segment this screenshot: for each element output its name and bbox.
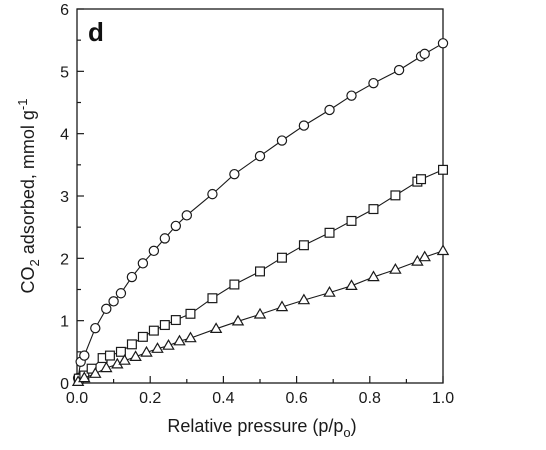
- square-point: [137, 331, 148, 342]
- circle-point: [181, 210, 192, 221]
- triangle-point: [253, 307, 267, 319]
- triangle-point: [231, 314, 245, 326]
- triangle-point: [389, 263, 402, 274]
- triangle-point: [184, 331, 197, 343]
- y-tick-label: 4: [60, 127, 69, 144]
- square-point: [324, 227, 335, 238]
- triangle-point: [118, 354, 131, 365]
- panel-label: d: [88, 17, 104, 47]
- circle-point: [90, 322, 101, 334]
- square-point: [346, 215, 357, 226]
- square-point: [390, 190, 401, 201]
- circle-point: [229, 168, 240, 180]
- y-tick-label: 0: [60, 376, 69, 393]
- y-tick-label: 2: [60, 251, 69, 268]
- square-point: [185, 308, 196, 319]
- y-tick-label: 3: [60, 189, 69, 206]
- circle-point: [148, 245, 160, 257]
- axis-ticks: 0.0 0.2 0.4 0.6 0.8 1.0 0 1 2 3 4 5 6: [60, 2, 454, 407]
- triangle-point: [100, 361, 113, 373]
- y-tick-label: 5: [60, 64, 69, 81]
- square-point: [170, 315, 181, 326]
- triangle-point: [129, 350, 142, 361]
- x-tick-label: 1.0: [432, 390, 454, 407]
- triangle-point: [78, 371, 91, 383]
- square-point: [126, 339, 137, 350]
- triangle-point: [173, 334, 186, 346]
- square-point: [159, 320, 170, 331]
- triangle-point: [323, 286, 336, 297]
- square-point: [115, 346, 126, 357]
- circle-point: [393, 64, 405, 76]
- circle-point: [108, 296, 119, 307]
- y-tick-label: 6: [60, 2, 69, 19]
- circle-point: [126, 271, 138, 283]
- square-point: [438, 164, 449, 175]
- square-point: [416, 174, 427, 185]
- square-point: [255, 266, 266, 277]
- triangle-point: [151, 342, 164, 353]
- y-axis-title: CO2 adsorbed, mmol g-1: [15, 99, 42, 294]
- circle-point: [346, 90, 357, 101]
- circle-point: [79, 350, 90, 361]
- triangle-point: [140, 345, 153, 357]
- circle-point: [437, 38, 449, 49]
- plot-frame: [76, 8, 444, 384]
- square-point: [207, 293, 218, 304]
- circle-point: [101, 303, 112, 315]
- x-axis-title: Relative pressure (p/po): [167, 416, 356, 440]
- circle-point: [276, 135, 288, 146]
- square-point: [276, 252, 287, 263]
- circle-series: [72, 38, 449, 384]
- triangle-point: [436, 244, 450, 256]
- triangle-point: [89, 367, 102, 378]
- circle-point: [159, 233, 171, 244]
- x-tick-label: 0.2: [139, 390, 161, 407]
- triangle-series: [71, 244, 450, 386]
- circle-point: [207, 188, 218, 200]
- square-point: [368, 204, 379, 215]
- triangle-point: [367, 270, 380, 282]
- x-tick-label: 0.8: [359, 390, 381, 407]
- data-series: [71, 38, 450, 386]
- circle-point: [324, 104, 335, 116]
- x-tick-label: 0.0: [66, 390, 88, 407]
- circle-point: [254, 150, 266, 162]
- circle-point: [298, 120, 310, 131]
- triangle-point: [418, 250, 431, 262]
- circle-point: [137, 258, 149, 269]
- triangle-point: [275, 300, 289, 312]
- triangle-point: [209, 322, 223, 333]
- x-tick-label: 0.6: [285, 390, 307, 407]
- triangle-point: [345, 279, 358, 290]
- square-point: [229, 279, 240, 290]
- circle-point: [419, 48, 430, 60]
- square-point: [148, 325, 159, 336]
- triangle-point: [162, 339, 175, 350]
- circle-point: [170, 220, 182, 232]
- triangle-point: [297, 293, 311, 305]
- circle-point: [115, 288, 127, 299]
- x-tick-label: 0.4: [212, 390, 234, 407]
- square-point: [104, 350, 115, 361]
- square-series: [73, 164, 449, 384]
- circle-series-line: [77, 42, 444, 379]
- circle-point: [368, 77, 379, 89]
- square-point: [298, 240, 309, 251]
- y-tick-label: 1: [60, 314, 69, 331]
